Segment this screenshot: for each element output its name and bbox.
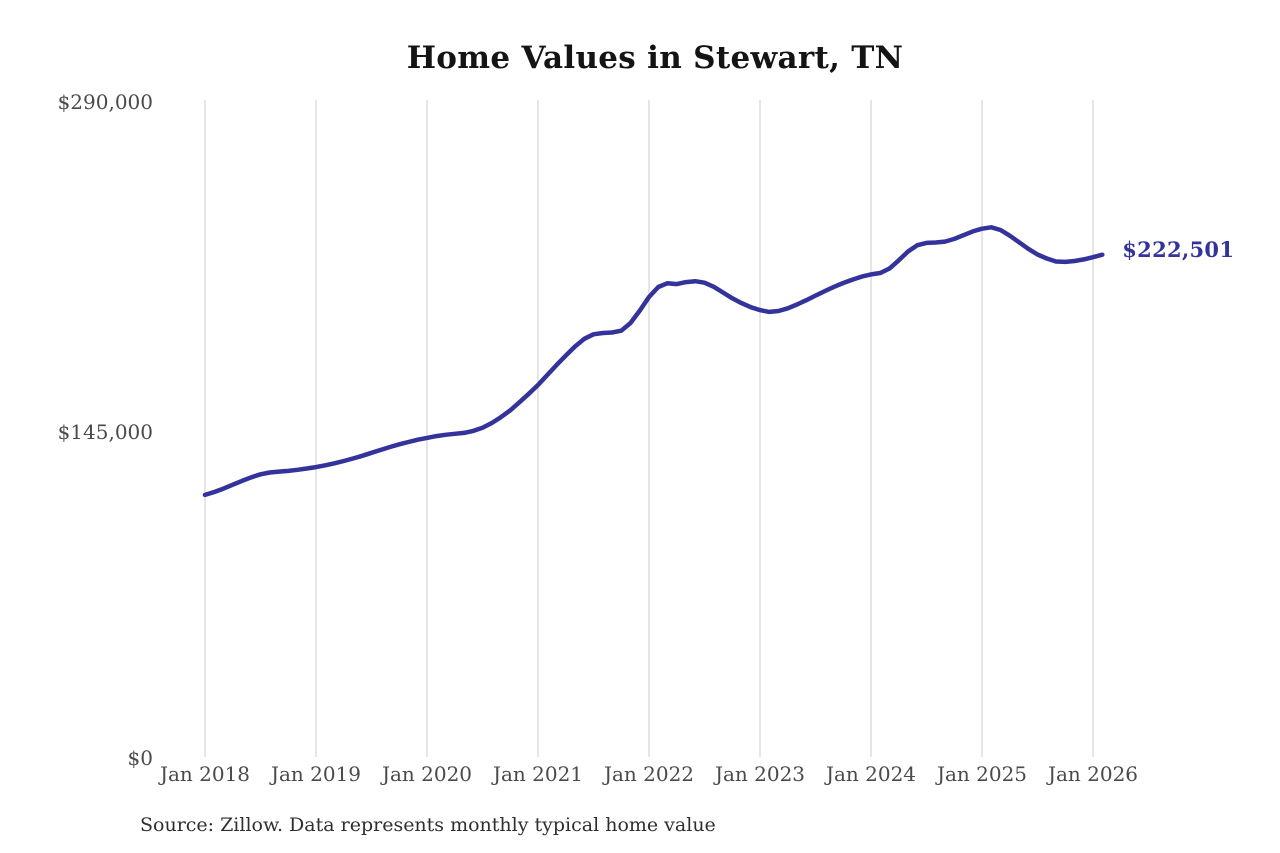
- home-value-line-series: [202, 225, 1105, 498]
- current-value-label: $222,501: [1122, 236, 1235, 262]
- x-tick-label-jan-2023: Jan 2023: [714, 762, 806, 786]
- x-tick-label-jan-2025: Jan 2025: [936, 762, 1028, 786]
- x-tick-label-jan-2024: Jan 2024: [825, 762, 917, 786]
- chart-title: Home Values in Stewart, TN: [406, 40, 904, 76]
- x-tick-label-jan-2018: Jan 2018: [159, 762, 251, 786]
- y-tick-label-145000: $145,000: [57, 420, 153, 444]
- source-note: Source: Zillow. Data represents monthly …: [140, 814, 716, 836]
- x-tick-label-jan-2026: Jan 2026: [1047, 762, 1139, 786]
- y-tick-label-0: $0: [127, 746, 153, 770]
- x-tick-label-jan-2021: Jan 2021: [492, 762, 584, 786]
- x-tick-label-jan-2019: Jan 2019: [270, 762, 362, 786]
- y-tick-label-290000: $290,000: [57, 90, 153, 114]
- x-tick-label-jan-2022: Jan 2022: [603, 762, 695, 786]
- x-tick-label-jan-2020: Jan 2020: [381, 762, 473, 786]
